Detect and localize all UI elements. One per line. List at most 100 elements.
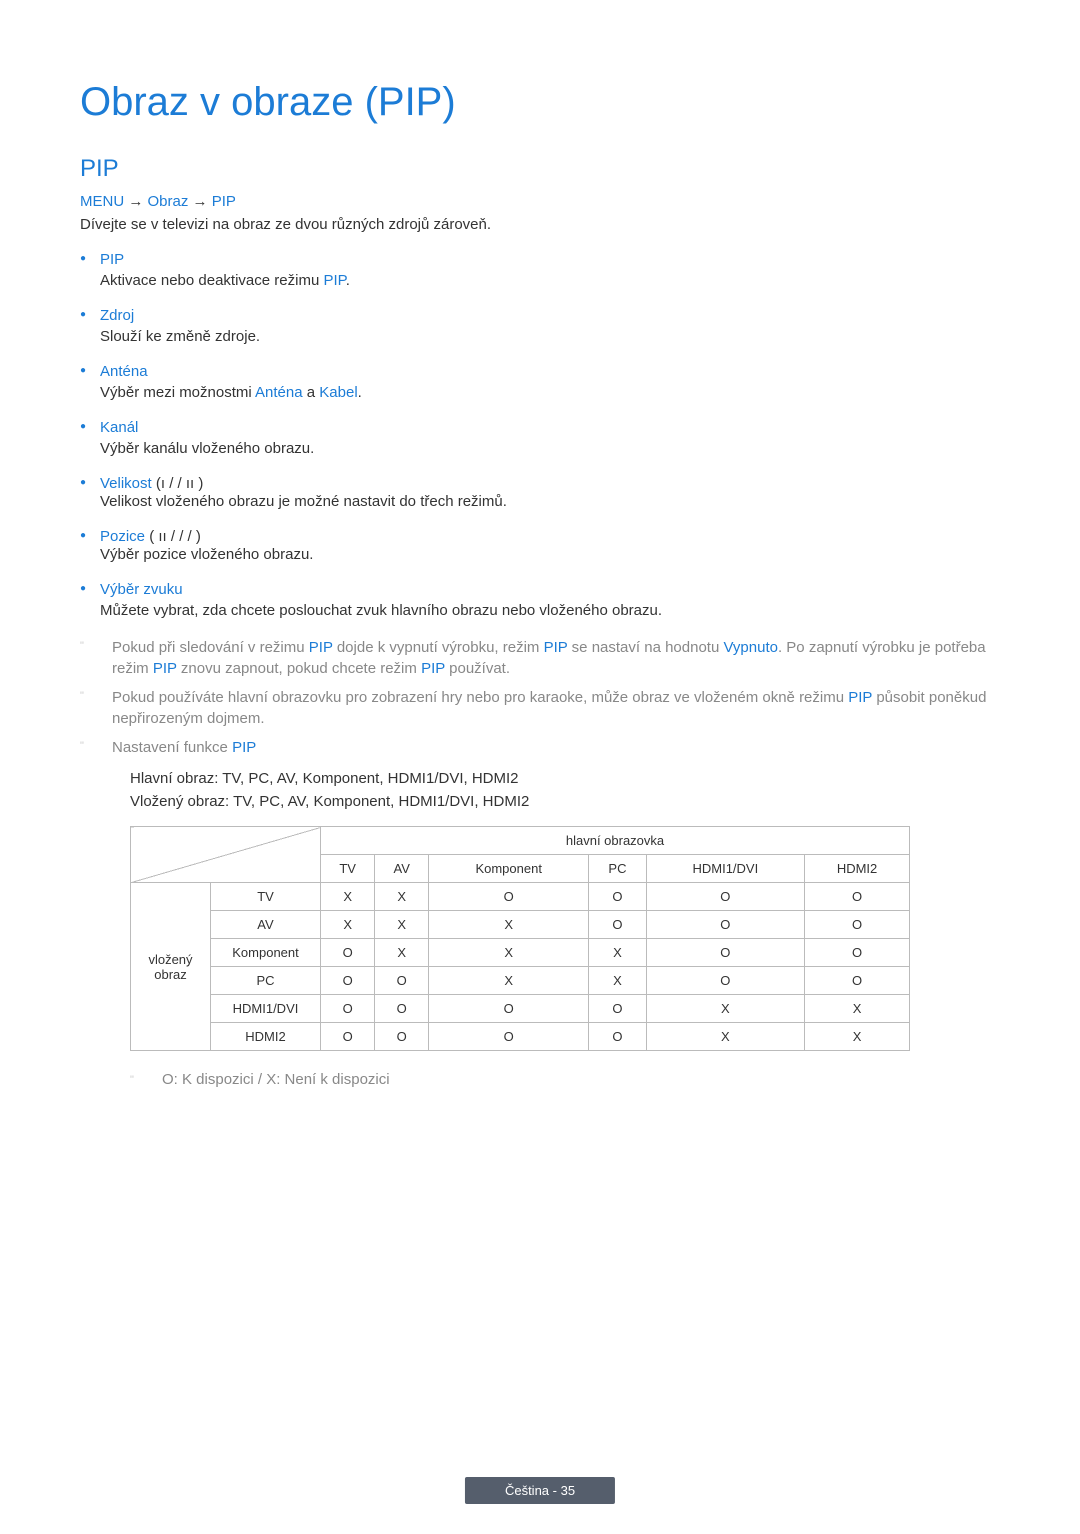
table-cell: O [805,911,910,939]
table-cell: X [321,911,375,939]
intro-text: Dívejte se v televizi na obraz ze dvou r… [80,216,1000,233]
table-cell: O [321,995,375,1023]
table-col-header: HDMI2 [805,855,910,883]
feature-item-desc: Můžete vybrat, zda chcete poslouchat zvu… [100,602,1000,619]
feature-item-desc: Aktivace nebo deaktivace režimu PIP. [100,272,1000,289]
table-cell: O [589,995,646,1023]
keyword: PIP [232,739,256,756]
sub-list-line: Hlavní obraz: TV, PC, AV, Komponent, HDM… [130,770,1000,787]
table-col-header: TV [321,855,375,883]
table-cell: X [646,995,804,1023]
keyword: Vypnuto [723,639,778,656]
table-col-header: AV [375,855,429,883]
table-cell: O [321,967,375,995]
feature-item: Zdroj Slouží ke změně zdroje. [80,307,1000,345]
table-cell: X [589,967,646,995]
table-diag-cell [131,827,321,883]
table-cell: X [805,1023,910,1051]
feature-item: Pozice ( ıı / / / )Výběr pozice vloženéh… [80,528,1000,563]
table-cell: O [589,1023,646,1051]
table-sub-header: vložený obraz [131,883,211,1051]
table-main-header: hlavní obrazovka [321,827,910,855]
table-cell: O [429,1023,589,1051]
table-cell: X [429,967,589,995]
table-cell: O [429,995,589,1023]
keyword: PIP [309,639,333,656]
feature-item: AnténaVýběr mezi možnostmi Anténa a Kabe… [80,363,1000,401]
feature-item-suffix: ( ıı / / / ) [145,528,201,545]
table-cell: O [589,883,646,911]
keyword: PIP [153,660,177,677]
table-cell: O [646,939,804,967]
feature-item-desc: Výběr pozice vloženého obrazu. [100,546,1000,563]
feature-list: PIPAktivace nebo deaktivace režimu PIP. Z… [80,251,1000,619]
compatibility-table-wrap: hlavní obrazovkaTVAVKomponentPCHDMI1/DVI… [80,826,1000,1051]
table-cell: X [429,939,589,967]
table-cell: O [646,883,804,911]
table-cell: O [375,1023,429,1051]
note-text: Pokud používáte hlavní obrazovku pro zob… [112,687,1000,729]
note-marker: " [80,687,112,729]
table-cell: O [375,995,429,1023]
feature-item-desc: Velikost vloženého obrazu je možné nasta… [100,493,1000,510]
note-row: "Pokud používáte hlavní obrazovku pro zo… [80,687,1000,729]
keyword: Kabel [319,384,357,401]
keyword: Anténa [255,384,303,401]
table-cell: O [805,939,910,967]
feature-item-title: Kanál [100,419,1000,436]
breadcrumb-pip: PIP [212,193,236,210]
table-cell: O [805,967,910,995]
table-cell: X [646,1023,804,1051]
table-cell: X [805,995,910,1023]
notes-section: "Pokud při sledování v režimu PIP dojde … [80,637,1000,758]
table-row-label: AV [211,911,321,939]
table-cell: O [321,1023,375,1051]
table-cell: X [375,883,429,911]
keyword: PIP [323,272,345,289]
breadcrumb: MENU → Obraz → PIP [80,193,1000,210]
breadcrumb-menu: MENU [80,193,124,210]
note-marker: " [130,1071,162,1088]
table-cell: O [375,967,429,995]
feature-item-title: Zdroj [100,307,1000,324]
compatibility-table: hlavní obrazovkaTVAVKomponentPCHDMI1/DVI… [130,826,910,1051]
table-cell: O [646,911,804,939]
page-title: Obraz v obraze (PIP) [80,80,1000,125]
legend-text: O: K dispozici / X: Není k dispozici [162,1071,390,1088]
table-cell: O [429,883,589,911]
sub-list-line: Vložený obraz: TV, PC, AV, Komponent, HD… [130,793,1000,810]
feature-item-title: Anténa [100,363,1000,380]
note-row: "Nastavení funkce PIP [80,737,1000,758]
table-cell: X [589,939,646,967]
page-footer: Čeština - 35 [465,1477,615,1504]
keyword: PIP [848,689,872,706]
feature-item: Velikost (ı / / ıı )Velikost vloženého o… [80,475,1000,510]
feature-item: Výběr zvuku Můžete vybrat, zda chcete pos… [80,581,1000,619]
breadcrumb-arrow: → [128,193,143,210]
section-heading: PIP [80,155,1000,183]
table-cell: O [646,967,804,995]
table-cell: O [589,911,646,939]
feature-item: KanálVýběr kanálu vloženého obrazu. [80,419,1000,457]
keyword: PIP [544,639,568,656]
table-row-label: Komponent [211,939,321,967]
note-text: Pokud při sledování v režimu PIP dojde k… [112,637,1000,679]
table-row-label: TV [211,883,321,911]
feature-item-title: Velikost [100,475,152,492]
table-cell: X [429,911,589,939]
sub-list: Hlavní obraz: TV, PC, AV, Komponent, HDM… [80,770,1000,810]
table-cell: O [805,883,910,911]
breadcrumb-arrow: → [193,193,208,210]
note-marker: " [80,737,112,758]
table-cell: X [375,911,429,939]
note-text: Nastavení funkce PIP [112,737,1000,758]
feature-item-suffix: (ı / / ıı ) [152,475,204,492]
feature-item-desc: Slouží ke změně zdroje. [100,328,1000,345]
table-col-header: Komponent [429,855,589,883]
feature-item: PIPAktivace nebo deaktivace režimu PIP. [80,251,1000,289]
keyword: PIP [421,660,445,677]
feature-item-title: Výběr zvuku [100,581,1000,598]
breadcrumb-obraz: Obraz [148,193,189,210]
table-col-header: PC [589,855,646,883]
table-legend: " O: K dispozici / X: Není k dispozici [80,1071,1000,1088]
